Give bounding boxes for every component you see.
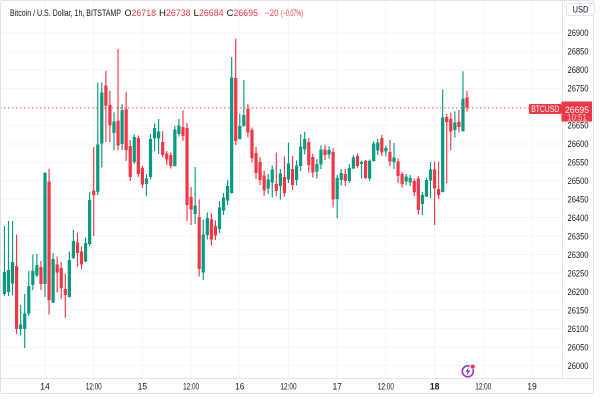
svg-text:26200: 26200 [568,287,589,297]
svg-text:26800: 26800 [568,65,589,75]
svg-text:19: 19 [527,382,537,392]
svg-text:16: 16 [235,382,245,392]
svg-text:15: 15 [138,382,148,392]
svg-text:26450: 26450 [568,195,589,205]
svg-text:H: H [159,8,166,18]
svg-text:26350: 26350 [568,232,589,242]
svg-text:26695: 26695 [234,8,259,18]
svg-text:26150: 26150 [568,305,589,315]
svg-text:26100: 26100 [568,324,589,334]
svg-text:26550: 26550 [568,158,589,168]
svg-text:18: 18 [430,382,440,392]
svg-text:10:51: 10:51 [567,113,587,124]
svg-text:12:00: 12:00 [281,382,297,392]
svg-text:26750: 26750 [568,84,589,94]
svg-text:26600: 26600 [568,139,589,149]
svg-text:L: L [194,8,200,18]
svg-text:12:00: 12:00 [86,382,102,392]
svg-text:Bitcoin / U.S. Dollar, 1h, BIT: Bitcoin / U.S. Dollar, 1h, BITSTAMP [10,8,121,18]
svg-text:14: 14 [40,382,50,392]
svg-text:26500: 26500 [568,176,589,186]
svg-text:26900: 26900 [568,28,589,38]
svg-text:12:00: 12:00 [378,382,394,392]
svg-text:26400: 26400 [568,213,589,223]
svg-text:26684: 26684 [199,8,224,18]
svg-text:USD: USD [573,5,589,15]
svg-text:26300: 26300 [568,250,589,260]
svg-text:26650: 26650 [568,121,589,131]
svg-text:(−0.07%): (−0.07%) [281,8,303,18]
svg-text:−20: −20 [265,8,279,18]
svg-text:26850: 26850 [568,47,589,57]
svg-text:C: C [227,8,235,18]
svg-text:O: O [125,8,132,18]
svg-text:26050: 26050 [568,342,589,352]
svg-text:26695: 26695 [565,105,589,116]
svg-text:17: 17 [332,382,342,392]
svg-text:BTCUSD: BTCUSD [531,104,559,114]
svg-text:26738: 26738 [166,8,191,18]
svg-text:26250: 26250 [568,268,589,278]
svg-text:26000: 26000 [568,361,589,371]
svg-text:26718: 26718 [132,8,157,18]
svg-text:12:00: 12:00 [183,382,199,392]
svg-text:12:00: 12:00 [475,382,491,392]
